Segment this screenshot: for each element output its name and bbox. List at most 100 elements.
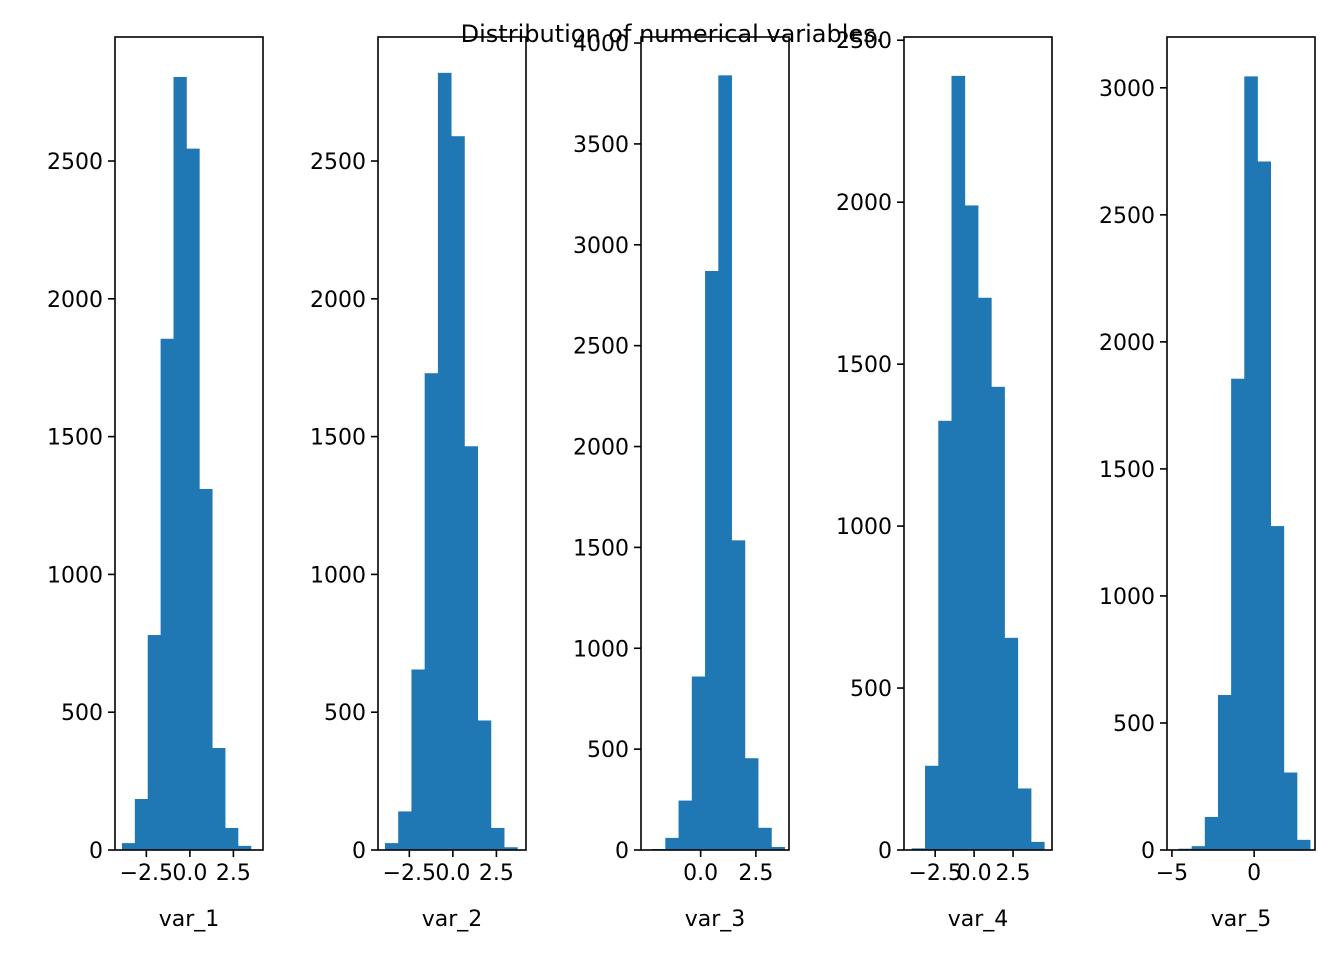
y-tick-label: 1000 — [573, 637, 629, 662]
y-tick-label: 3500 — [573, 133, 629, 158]
histogram-bar — [705, 271, 719, 850]
histogram-bar — [121, 843, 136, 850]
histogram-bar — [490, 827, 505, 850]
x-tick-label: 2.5 — [479, 861, 514, 886]
axes-frame — [903, 36, 1053, 851]
histogram-bar — [504, 847, 518, 850]
y-tick-label: 0 — [352, 839, 366, 864]
x-tick-label: 0.0 — [683, 861, 718, 886]
histogram-bar — [160, 338, 174, 850]
axes-frame — [1166, 36, 1316, 851]
histogram-bar — [212, 748, 226, 850]
histogram-bar — [477, 720, 492, 850]
y-tick-label: 2000 — [573, 436, 629, 461]
histogram-bar — [991, 386, 1005, 850]
histogram-bar — [437, 72, 452, 850]
y-tick-label: 500 — [850, 677, 892, 702]
y-tick-label: 1500 — [47, 426, 103, 451]
histogram-bar — [1217, 695, 1232, 850]
histogram-bar — [424, 373, 439, 850]
subplot-2: 0 500 1000 1500 2000 2500 −2.5 0.0 2.5 var_2 — [310, 36, 527, 932]
x-axis-label: var_1 — [159, 907, 220, 932]
y-tick-label: 4000 — [573, 32, 629, 57]
figure-title: Distribution of numerical variables. — [461, 20, 884, 48]
x-tick-label: 2.5 — [216, 861, 251, 886]
y-tick-label: 1500 — [310, 426, 366, 451]
y-tick-label: 2500 — [1099, 204, 1155, 229]
histogram-bar — [199, 488, 213, 850]
x-tick-label: 0.0 — [172, 861, 207, 886]
histogram-bar — [1296, 839, 1311, 850]
x-axis-label: var_2 — [422, 907, 483, 932]
axes-frame — [377, 36, 527, 851]
x-axis-label: var_5 — [1211, 907, 1272, 932]
x-axis-label: var_4 — [948, 907, 1009, 932]
histogram-bar — [978, 297, 992, 850]
histogram-bar — [225, 827, 239, 850]
subplot-4: 0 500 1000 1500 2000 2500 −2.50.0 2.5 var_4 — [836, 29, 1053, 932]
subplot-1: 0 500 1000 1500 2000 2500 −2.5 0.0 2.5 var_1 — [47, 36, 264, 932]
subplot-3: 0 500 1000 1500 2000 2500 3000 3500 4000 0.0 2.5 va… — [573, 32, 790, 932]
histogram-bar — [384, 843, 399, 850]
histogram-bar — [911, 848, 926, 850]
histogram-bar — [186, 148, 200, 850]
histogram-bar — [1030, 841, 1045, 850]
y-tick-label: 2000 — [47, 288, 103, 313]
x-tick-label: −2.5 — [383, 861, 436, 886]
y-tick-label: 0 — [89, 839, 103, 864]
x-tick-label: −5 — [1156, 861, 1188, 886]
x-tick-label: 0.0 — [435, 861, 470, 886]
histogram-bar — [1017, 788, 1032, 850]
y-tick-label: 1000 — [836, 515, 892, 540]
y-tick-label: 1000 — [1099, 585, 1155, 610]
y-tick-label: 500 — [324, 701, 366, 726]
y-tick-label: 1500 — [836, 353, 892, 378]
y-tick-label: 2500 — [573, 335, 629, 360]
histogram-bar — [1283, 772, 1298, 850]
y-tick-label: 2000 — [836, 191, 892, 216]
histogram-bar — [1257, 161, 1271, 851]
histogram-bar — [464, 446, 478, 850]
histogram-bar — [938, 420, 952, 850]
histogram-bar — [951, 75, 966, 851]
y-tick-label: 0 — [878, 839, 892, 864]
y-tick-label: 500 — [1113, 712, 1155, 737]
histogram-bar — [1004, 637, 1019, 850]
histogram-bar — [411, 669, 426, 850]
y-tick-label: 1000 — [310, 563, 366, 588]
histogram-bar — [1204, 816, 1219, 850]
histogram-bar — [173, 76, 187, 850]
y-tick-label: 0 — [1141, 839, 1155, 864]
y-tick-label: 0 — [615, 839, 629, 864]
x-tick-label: −2.5 — [120, 861, 173, 886]
histogram-bar — [451, 136, 465, 850]
x-tick-label: −2.5 — [908, 861, 961, 886]
histogram-bar — [758, 827, 772, 850]
histogram-bar — [147, 635, 162, 850]
histogram-bar — [398, 811, 412, 850]
histogram-bar — [691, 676, 706, 850]
y-tick-label: 1500 — [1099, 458, 1155, 483]
y-tick-label: 2000 — [310, 288, 366, 313]
y-tick-label: 3000 — [1099, 77, 1155, 102]
histogram-bar — [964, 205, 979, 850]
y-tick-label: 3000 — [573, 234, 629, 259]
histogram-bar — [731, 540, 746, 850]
histogram-bar — [237, 845, 252, 850]
x-tick-label: 0 — [1247, 861, 1261, 886]
histogram-bar — [1270, 526, 1285, 850]
y-tick-label: 2500 — [836, 29, 892, 54]
histogram-bar — [665, 837, 679, 850]
histogram-bar — [134, 799, 149, 850]
histogram-bar — [925, 765, 939, 850]
histogram-bar — [1231, 378, 1245, 850]
y-tick-label: 1500 — [573, 536, 629, 561]
y-tick-label: 500 — [61, 701, 103, 726]
axes-frame — [114, 36, 264, 851]
histogram-bar — [771, 846, 785, 850]
histogram-bar — [718, 75, 732, 850]
y-tick-label: 500 — [587, 738, 629, 763]
